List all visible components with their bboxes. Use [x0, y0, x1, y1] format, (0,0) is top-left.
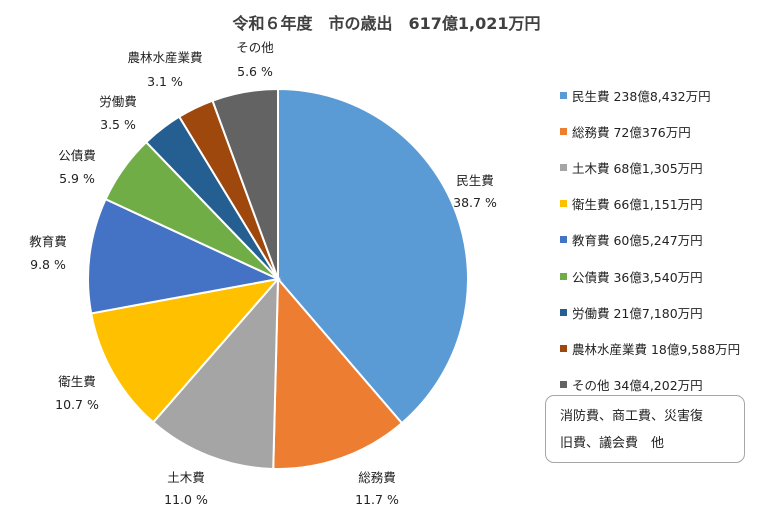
- slice-percent-label-9: 5.6 %: [237, 64, 273, 79]
- slice-percent-label-7: 3.5 %: [100, 117, 136, 132]
- slice-name-label-8: 農林水産業費: [127, 50, 202, 65]
- legend-label-8: 農林水産業費 18億9,588万円: [572, 341, 741, 357]
- legend-item-7: 労働費 21億7,180万円: [560, 294, 770, 330]
- pie-slice-5: [87, 197, 282, 315]
- legend-label-7: 労働費 21億7,180万円: [572, 305, 703, 321]
- legend-label-6: 公債費 36億3,540万円: [572, 269, 703, 285]
- legend: 民生費 238億8,432万円 総務費 72億376万円 土木費 68億1,305万…: [560, 77, 770, 403]
- pie-slice-1: [277, 87, 469, 425]
- legend-item-2: 総務費 72億376万円: [560, 113, 770, 149]
- pie-slice-4: [89, 277, 281, 424]
- slice-percent-label-4: 10.7 %: [55, 397, 99, 412]
- slice-percent-label-3: 11.0 %: [164, 492, 208, 507]
- slice-name-label-4: 衛生費: [58, 374, 96, 389]
- legend-swatch-4: [560, 200, 567, 208]
- pie-slice-9: [211, 87, 279, 280]
- legend-label-4: 衛生費 66億1,151万円: [572, 197, 703, 213]
- slice-name-label-6: 公債費: [58, 148, 96, 163]
- slice-name-label-3: 土木費: [167, 470, 205, 485]
- legend-swatch-9: [560, 381, 567, 389]
- legend-swatch-2: [560, 127, 567, 135]
- legend-item-1: 民生費 238億8,432万円: [560, 77, 770, 113]
- legend-label-2: 総務費 72億376万円: [572, 124, 691, 140]
- legend-label-3: 土木費 68億1,305万円: [572, 160, 703, 176]
- slice-name-label-7: 労働費: [99, 94, 137, 109]
- legend-item-9: その他 34億4,202万円: [560, 367, 770, 403]
- chart-title: 令和６年度 市の歳出 617億1,021万円: [232, 14, 541, 33]
- note-line-1: 消防費、商工費、災害復: [560, 409, 704, 424]
- note-line-2: 旧費、議会費 他: [560, 436, 665, 451]
- legend-item-8: 農林水産業費 18億9,588万円: [560, 330, 770, 366]
- slice-percent-label-5: 9.8 %: [30, 257, 66, 272]
- legend-item-4: 衛生費 66億1,151万円: [560, 186, 770, 222]
- slice-name-label-2: 総務費: [358, 470, 396, 485]
- pie-slices: [87, 87, 469, 470]
- legend-swatch-7: [560, 308, 567, 316]
- legend-swatch-3: [560, 163, 567, 171]
- legend-swatch-6: [560, 272, 567, 280]
- legend-swatch-1: [560, 91, 567, 99]
- note-box: 消防費、商工費、災害復 旧費、議会費 他: [545, 395, 745, 463]
- pie-slice-3: [151, 276, 280, 470]
- slice-name-label-5: 教育費: [29, 234, 67, 249]
- slice-percent-label-8: 3.1 %: [147, 74, 183, 89]
- legend-label-9: その他 34億4,202万円: [572, 378, 703, 394]
- legend-swatch-8: [560, 344, 567, 352]
- pie-labels: 民生費 38.7 % 総務費 11.7 % 土木費 11.0 % 衛生費 10.7 % 教育費 9…: [29, 40, 497, 507]
- legend-label-5: 教育費 60億5,247万円: [572, 233, 703, 249]
- slice-percent-label-1: 38.7 %: [453, 195, 497, 210]
- pie-slice-2: [272, 276, 404, 470]
- slice-percent-label-2: 11.7 %: [355, 492, 399, 507]
- slice-name-label-9: その他: [236, 40, 274, 55]
- slice-percent-label-6: 5.9 %: [59, 171, 95, 186]
- legend-item-6: 公債費 36億3,540万円: [560, 258, 770, 294]
- slice-name-label-1: 民生費: [456, 173, 494, 188]
- legend-item-5: 教育費 60億5,247万円: [560, 222, 770, 258]
- legend-item-3: 土木費 68億1,305万円: [560, 149, 770, 185]
- legend-label-1: 民生費 238億8,432万円: [572, 88, 711, 104]
- legend-swatch-5: [560, 236, 567, 244]
